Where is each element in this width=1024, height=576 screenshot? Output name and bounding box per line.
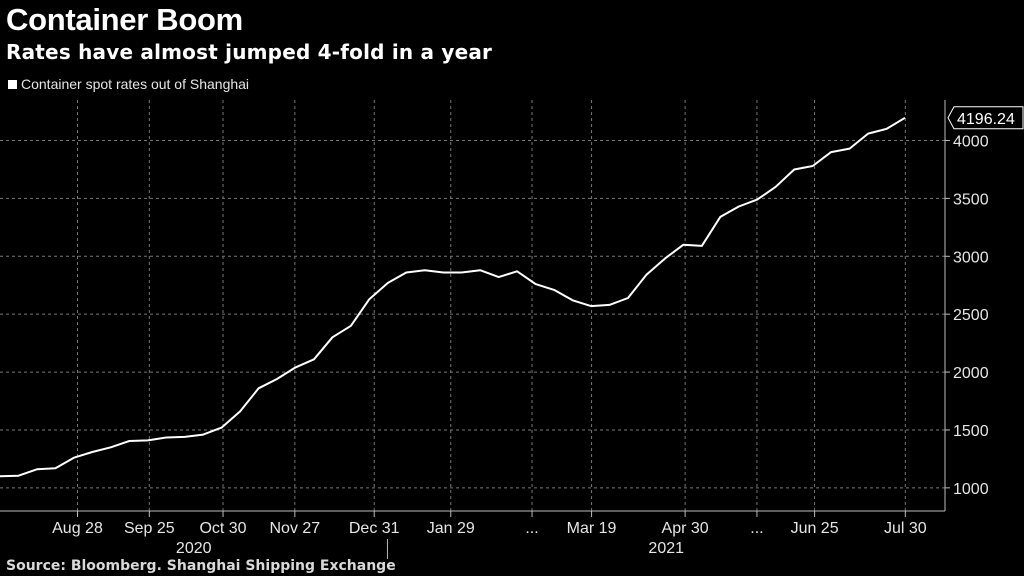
source-note: Source: Bloomberg. Shanghai Shipping Exc… — [6, 558, 396, 574]
legend-label: Container spot rates out of Shanghai — [21, 76, 250, 92]
series-line — [0, 116, 906, 478]
x-tick-label: Jan 29 — [427, 520, 475, 537]
x-tick-label: Jul 30 — [884, 520, 927, 537]
legend: Container spot rates out of Shanghai — [8, 76, 249, 92]
year-label: 2020 — [176, 540, 212, 557]
x-tick-label: Jun 25 — [791, 520, 839, 537]
x-tick-label: Oct 30 — [199, 520, 246, 537]
x-tick-label: Dec 31 — [349, 520, 400, 537]
y-tick-label: 3000 — [953, 249, 989, 266]
year-label: 2021 — [648, 540, 684, 557]
x-tick-label: Sep 25 — [124, 520, 175, 537]
chart-subtitle: Rates have almost jumped 4-fold in a yea… — [6, 40, 493, 64]
y-tick-label: 2500 — [953, 307, 989, 324]
x-tick-label: ... — [525, 520, 538, 537]
x-tick-label: ... — [750, 520, 763, 537]
chart-title: Container Boom — [6, 2, 243, 37]
y-tick-label: 1500 — [953, 423, 989, 440]
last-value-callout — [947, 106, 1024, 130]
x-tick-label: Mar 19 — [567, 520, 617, 537]
legend-swatch — [8, 79, 17, 89]
x-tick-label: Aug 28 — [52, 520, 103, 537]
x-tick-label: Nov 27 — [269, 520, 320, 537]
last-value-label: 4196.24 — [957, 111, 1015, 128]
y-tick-label: 3500 — [953, 191, 989, 208]
y-tick-label: 1000 — [953, 481, 989, 498]
x-tick-label: Apr 30 — [662, 520, 709, 537]
y-tick-label: 2000 — [953, 365, 989, 382]
y-tick-label: 4000 — [953, 134, 989, 151]
